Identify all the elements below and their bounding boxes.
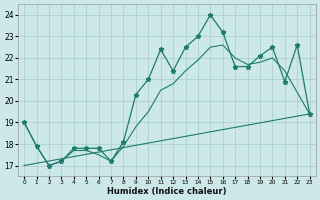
X-axis label: Humidex (Indice chaleur): Humidex (Indice chaleur) <box>107 187 227 196</box>
